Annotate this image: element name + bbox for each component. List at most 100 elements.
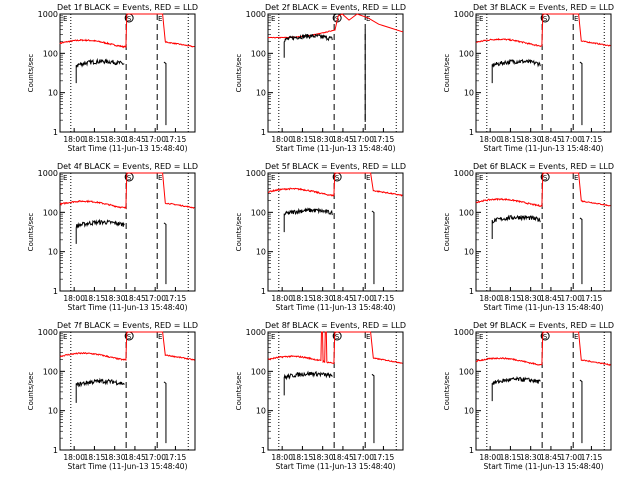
y-tick-label: 100 [251, 367, 266, 376]
lld-series-line [475, 13, 611, 47]
x-axis-label: Start Time (11-Jun-13 15:48:40) [68, 303, 188, 312]
x-tick-label: 18:00 [479, 135, 501, 144]
x-tick-label: 18:00 [271, 135, 293, 144]
y-tick-label: 100 [251, 49, 266, 58]
edge-marker-label: E [479, 174, 483, 182]
events-series-segment [579, 61, 583, 126]
y-tick-label: 1000 [454, 328, 474, 337]
x-tick-label: 18:15 [500, 294, 522, 303]
y-tick-label: 1 [469, 446, 474, 455]
events-series-segment [163, 222, 167, 285]
y-tick-label: 1 [469, 128, 474, 137]
x-tick-label: 18:00 [63, 294, 85, 303]
y-axis-label: Counts/sec [27, 213, 35, 252]
panel-det-6: Det 6f BLACK = Events, RED = LLD 1 10 100 10… [443, 162, 614, 312]
plot-frame [475, 172, 612, 292]
events-series-line [75, 57, 125, 84]
x-tick-label: 17:00 [560, 453, 582, 462]
y-tick-label: 1 [261, 128, 266, 137]
y-tick-label: 1 [261, 287, 266, 296]
lld-series-line [475, 172, 611, 208]
x-tick-label: 18:45 [540, 294, 562, 303]
y-tick-label: 1000 [38, 328, 58, 337]
panel-title: Det 7f BLACK = Events, RED = LLD [57, 321, 198, 330]
start-marker-label: S [335, 333, 340, 341]
y-tick-label: 100 [459, 208, 474, 217]
events-series-segment [163, 61, 167, 126]
x-tick-label: 17:15 [165, 453, 187, 462]
plot-frame [59, 13, 196, 133]
edge-marker-label: E [63, 333, 67, 341]
start-marker-label: S [127, 15, 132, 23]
y-tick-label: 1 [53, 446, 58, 455]
panel-title: Det 8f BLACK = Events, RED = LLD [265, 321, 406, 330]
x-tick-label: 18:30 [312, 135, 334, 144]
panel-title: Det 5f BLACK = Events, RED = LLD [265, 162, 406, 171]
y-tick-label: 1 [469, 287, 474, 296]
events-series-line [283, 370, 333, 396]
y-tick-label: 10 [48, 407, 58, 416]
y-tick-label: 10 [464, 407, 474, 416]
x-tick-label: 18:45 [332, 135, 354, 144]
x-tick-label: 17:00 [352, 453, 374, 462]
x-axis-label: Start Time (11-Jun-13 15:48:40) [484, 144, 604, 153]
events-series-line [491, 214, 541, 239]
x-tick-label: 18:30 [520, 453, 542, 462]
panel-title: Det 2f BLACK = Events, RED = LLD [265, 3, 406, 12]
end-marker-label: E [366, 333, 370, 341]
y-tick-label: 1000 [38, 169, 58, 178]
y-tick-label: 100 [43, 208, 58, 217]
panel-det-9: Det 9f BLACK = Events, RED = LLD 1 10 100 10… [443, 321, 614, 471]
y-axis-label: Counts/sec [443, 213, 451, 252]
end-marker-label: E [158, 174, 162, 182]
start-marker-label: S [335, 174, 340, 182]
panel-det-3: Det 3f BLACK = Events, RED = LLD 1 10 100 10… [443, 3, 614, 153]
edge-marker-label: E [479, 333, 483, 341]
x-tick-label: 18:00 [271, 294, 293, 303]
x-tick-label: 18:15 [500, 135, 522, 144]
x-tick-label: 18:30 [104, 453, 126, 462]
x-tick-label: 17:00 [144, 135, 166, 144]
y-tick-label: 10 [464, 248, 474, 257]
y-tick-label: 1000 [38, 10, 58, 19]
x-axis-label: Start Time (11-Jun-13 15:48:40) [276, 303, 396, 312]
x-tick-label: 18:00 [63, 453, 85, 462]
end-marker-label: E [158, 15, 162, 23]
y-axis-label: Counts/sec [235, 54, 243, 93]
x-tick-label: 18:45 [124, 135, 146, 144]
x-tick-label: 17:00 [352, 135, 374, 144]
x-tick-label: 18:45 [332, 294, 354, 303]
events-series-line [283, 33, 333, 58]
plot-frame [267, 13, 404, 133]
lld-series-line [59, 172, 195, 210]
y-tick-label: 1000 [246, 169, 266, 178]
x-tick-label: 18:30 [312, 294, 334, 303]
x-tick-label: 17:15 [373, 453, 395, 462]
x-tick-label: 17:15 [373, 135, 395, 144]
plot-frame [59, 172, 196, 292]
panel-title: Det 9f BLACK = Events, RED = LLD [473, 321, 614, 330]
panel-det-2: Det 2f BLACK = Events, RED = LLD 1 10 100 10… [235, 3, 406, 153]
x-tick-label: 18:15 [292, 453, 314, 462]
end-marker-label: E [574, 15, 578, 23]
x-tick-label: 17:15 [581, 453, 603, 462]
x-tick-label: 17:15 [373, 294, 395, 303]
x-tick-label: 18:15 [292, 135, 314, 144]
edge-marker-label: E [271, 174, 275, 182]
end-marker-label: E [366, 15, 370, 23]
x-tick-label: 18:15 [84, 294, 106, 303]
edge-marker-label: E [271, 15, 275, 23]
x-tick-label: 17:15 [581, 294, 603, 303]
end-marker-label: E [574, 174, 578, 182]
edge-marker-label: E [271, 333, 275, 341]
events-series-line [491, 58, 541, 84]
events-series-line [75, 218, 125, 244]
y-tick-label: 1 [261, 446, 266, 455]
events-series-segment [579, 379, 583, 444]
y-tick-label: 1000 [454, 10, 474, 19]
y-axis-label: Counts/sec [235, 213, 243, 252]
x-tick-label: 18:15 [292, 294, 314, 303]
panel-det-1: Det 1f BLACK = Events, RED = LLD 1 10 100 10… [27, 3, 198, 153]
end-marker-label: E [366, 174, 370, 182]
